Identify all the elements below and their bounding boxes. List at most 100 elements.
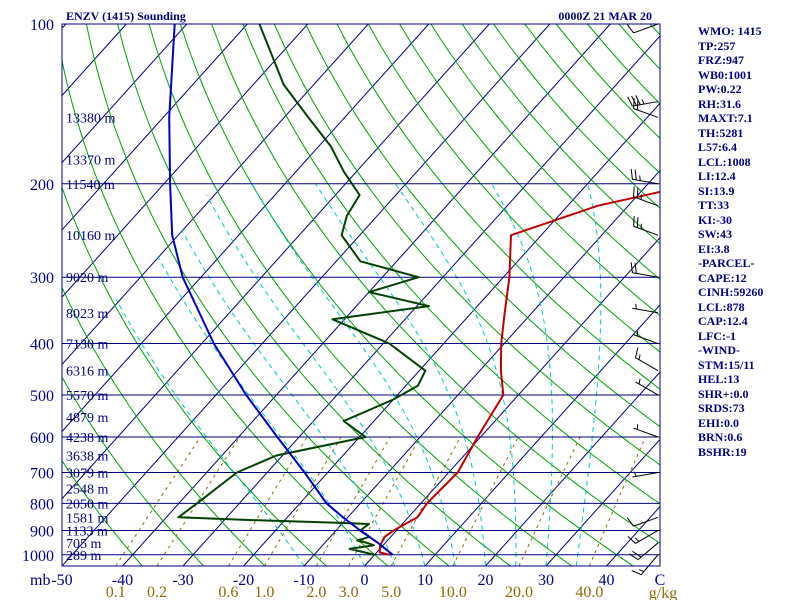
wind-barb-flag [629,553,639,561]
wind-barb [635,378,659,396]
sounding-series [168,24,660,556]
wind-barb [633,186,659,207]
wind-barb-flag [627,535,636,544]
index-item: TP:257 [698,38,736,53]
dry-adiabat-line [62,376,205,566]
height-label: 2548 m [66,482,109,497]
wind-barb-half-flag [633,471,637,477]
pressure-tick-label: 900 [30,523,54,540]
moist-adiabat-line [395,183,517,566]
wind-barb-staff [633,23,659,34]
index-item: SW:43 [698,227,733,241]
wind-barb-flag [633,186,635,197]
index-item: TT:33 [698,198,730,212]
index-item: MAXT:7.1 [698,111,753,125]
wind-barb-flag [627,96,633,107]
index-item: TH:5281 [698,125,744,140]
index-item: PW:0.22 [698,82,742,96]
wind-barb-staff [633,427,659,438]
temperature-line [378,190,660,556]
wind-barb-staff [632,472,659,478]
temperature-unit: C [655,572,666,589]
index-item: -WIND- [698,343,740,357]
temperature-tick-label: 0 [361,572,369,589]
wind-barb-staff [633,225,659,236]
index-item: L57:6.4 [698,140,737,154]
mixing-ratio-tick-label: 20.0 [505,584,533,600]
height-label: 289 m [66,549,102,564]
wind-barb [632,303,659,314]
wind-barb [629,542,659,561]
height-label: 3079 m [66,467,109,482]
temperature-tick-label: -50 [51,572,72,589]
mixing-ratio-line [115,436,201,566]
moist-adiabat-line [206,194,426,566]
height-label: 1581 m [66,511,109,526]
wind-barb-half-flag [638,378,641,385]
dry-adiabat-line [179,24,634,566]
wind-barb-half-flag [634,537,640,542]
index-item: STM:15/11 [698,357,755,372]
wind-barb-flag [636,187,639,199]
dry-adiabat-line [62,459,143,566]
temperature-tick-label: -30 [172,572,193,589]
dry-adiabat-line [399,24,660,317]
pressure-tick-label: 400 [30,337,54,354]
dry-adiabat-line [85,24,450,566]
pressure-tick-label: 600 [30,430,54,447]
isotherm-line [182,35,660,566]
wind-barb-staff [633,196,659,207]
wind-barb [627,95,659,107]
wind-barb-flag [630,168,633,180]
moist-adiabat-line [315,183,486,566]
wind-barb-flag [633,215,635,227]
mixing-ratio-tick-label: 0.2 [147,584,167,600]
pressure-unit: mb [30,572,50,589]
height-label: 8023 m [66,307,109,322]
index-item: EHI:0.0 [698,415,740,430]
moist-adiabat-line [181,230,396,566]
mixing-ratio-tick-label: 1.0 [254,584,274,600]
pressure-tick-label: 200 [30,177,54,194]
wind-barb [633,215,659,236]
dry-adiabat-line [461,24,660,245]
wind-barb-staff [637,542,659,561]
wind-barb-staff [632,101,659,107]
pressure-tick-label: 100 [30,17,54,34]
height-label: 13370 m [66,153,116,168]
temperature-tick-label: -40 [112,572,133,589]
isotherm-line [364,236,660,566]
wind-barb [632,471,659,478]
index-item: -PARCEL- [698,256,755,270]
isotherm-line [485,371,660,566]
wind-barb [631,554,659,576]
wind-barb-flag [635,95,641,105]
temperature-tick-label: 40 [599,572,615,589]
wind-barb-staff [633,516,659,527]
mixing-ratio-line [518,436,581,566]
wind-barb-half-flag [638,569,645,573]
index-item: LCL:1008 [698,154,751,169]
mixing-ratio-tick-label: 0.1 [106,584,126,600]
moist-adiabat-line [491,183,553,566]
axis-labels: ENZV (1415) Sounding 0000Z 21 MAR 20 mb … [22,9,677,600]
isotherm-line [62,24,551,566]
index-item: BRN:0.6 [698,430,743,444]
temperature-tick-label: 30 [538,572,554,589]
mixing-ratio-tick-label: 40.0 [575,584,603,600]
height-label: 4238 m [66,431,109,446]
wind-barb-flag [632,550,642,558]
wind-barb [634,347,659,372]
wind-barb-half-flag [639,175,641,181]
dry-adiabat-line [211,24,660,544]
index-item: LCL:878 [698,299,745,314]
isotherm-line [62,24,369,366]
wind-barb-flag [634,262,637,274]
pressure-tick-label: 300 [30,270,54,287]
wind-barb-flag [626,517,634,527]
wind-barb-staff [635,357,659,372]
isotherm-line [62,24,188,164]
mixing-ratio-tick-label: 5.0 [381,584,401,600]
height-label: 6316 m [66,365,109,380]
